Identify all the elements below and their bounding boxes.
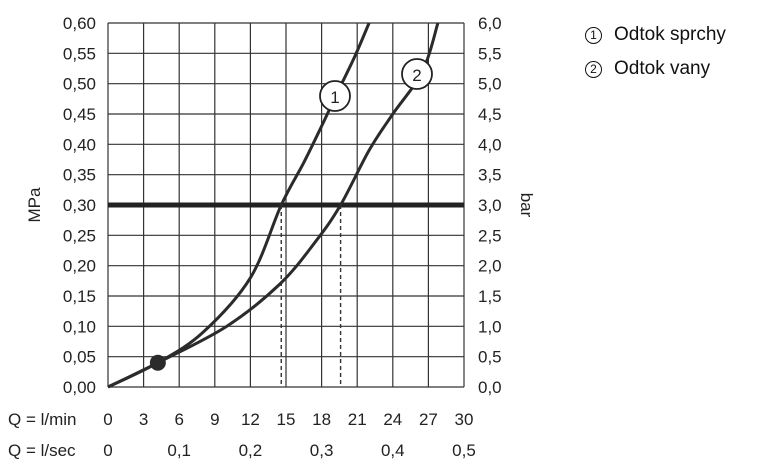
x-tick-lmin: 6 (174, 410, 183, 429)
x-tick-lsec: 0,3 (310, 441, 334, 460)
marker-point (149, 354, 166, 371)
y-tick-left: 0,50 (63, 75, 96, 94)
x-tick-lmin: 30 (455, 410, 474, 429)
x-tick-lmin: 15 (277, 410, 296, 429)
y-tick-left: 0,15 (63, 287, 96, 306)
y-tick-left: 0,20 (63, 257, 96, 276)
y-tick-right: 4,0 (478, 135, 502, 154)
y-tick-left: 0,25 (63, 226, 96, 245)
y-tick-left: 0,05 (63, 348, 96, 367)
y-tick-right: 3,0 (478, 196, 502, 215)
y-tick-right: 2,0 (478, 257, 502, 276)
x-tick-lsec: 0,2 (239, 441, 263, 460)
legend-item-bath: 2 Odtok vany (585, 52, 726, 86)
x-tick-lsec: 0,4 (381, 441, 405, 460)
y-tick-left: 0,45 (63, 105, 96, 124)
x-tick-lmin: 12 (241, 410, 260, 429)
curve-badge-1 (319, 80, 351, 112)
y-axis-label-right: bar (517, 193, 536, 218)
x-axis-label-lsec: Q = l/sec (8, 441, 76, 460)
x-tick-lmin: 21 (348, 410, 367, 429)
x-tick-lmin: 18 (312, 410, 331, 429)
y-tick-right: 3,5 (478, 166, 502, 185)
curve-badge-label: 1 (330, 88, 339, 107)
y-tick-right: 0,5 (478, 348, 502, 367)
x-tick-lmin: 9 (210, 410, 219, 429)
y-tick-right: 1,5 (478, 287, 502, 306)
x-ticks: 0 3 6 9 12 15 18 21 24 27 30 0 0,1 0,2 0,3 0,4 0,5 (103, 410, 476, 460)
y-tick-left: 0,10 (63, 317, 96, 336)
y-tick-left: 0,40 (63, 135, 96, 154)
curve-2 (107, 22, 440, 389)
y-tick-right: 5,5 (478, 44, 502, 63)
y-tick-left: 0,00 (63, 378, 96, 397)
y-tick-left: 0,30 (63, 196, 96, 215)
curves: 12 (107, 22, 440, 389)
legend-label: Odtok sprchy (614, 24, 726, 45)
drop-lines (280, 205, 342, 387)
y-tick-right: 5,0 (478, 75, 502, 94)
y-tick-right: 2,5 (478, 226, 502, 245)
x-tick-lmin: 3 (139, 410, 148, 429)
y-tick-left: 0,55 (63, 44, 96, 63)
y-ticks-right: 0,0 0,5 1,0 1,5 2,0 2,5 3,0 3,5 4,0 4,5 5,0 5,5 6,0 (478, 14, 502, 397)
curve-badge-label: 2 (412, 66, 421, 85)
y-tick-right: 1,0 (478, 317, 502, 336)
legend-marker-1: 1 (585, 26, 602, 44)
x-tick-lsec: 0 (103, 441, 112, 460)
legend-marker-2: 2 (585, 60, 602, 78)
x-tick-lsec: 0,5 (452, 441, 476, 460)
y-axis-label-left: MPa (25, 187, 44, 223)
y-ticks-left: 0,00 0,05 0,10 0,15 0,20 0,25 0,30 0,35 0,40 0,45… (63, 14, 96, 397)
curve-1 (107, 22, 371, 389)
y-tick-right: 0,0 (478, 378, 502, 397)
x-tick-lmin: 0 (103, 410, 112, 429)
legend: 1 Odtok sprchy 2 Odtok vany (585, 18, 726, 86)
y-tick-right: 6,0 (478, 14, 502, 33)
x-tick-lmin: 24 (383, 410, 402, 429)
y-tick-right: 4,5 (478, 105, 502, 124)
legend-item-shower: 1 Odtok sprchy (585, 18, 726, 52)
curve-badge-2 (401, 58, 433, 90)
y-tick-left: 0,35 (63, 166, 96, 185)
x-axis-label-lmin: Q = l/min (8, 410, 77, 429)
x-tick-lmin: 27 (419, 410, 438, 429)
y-tick-left: 0,60 (63, 14, 96, 33)
legend-label: Odtok vany (614, 58, 711, 79)
x-tick-lsec: 0,1 (167, 441, 191, 460)
